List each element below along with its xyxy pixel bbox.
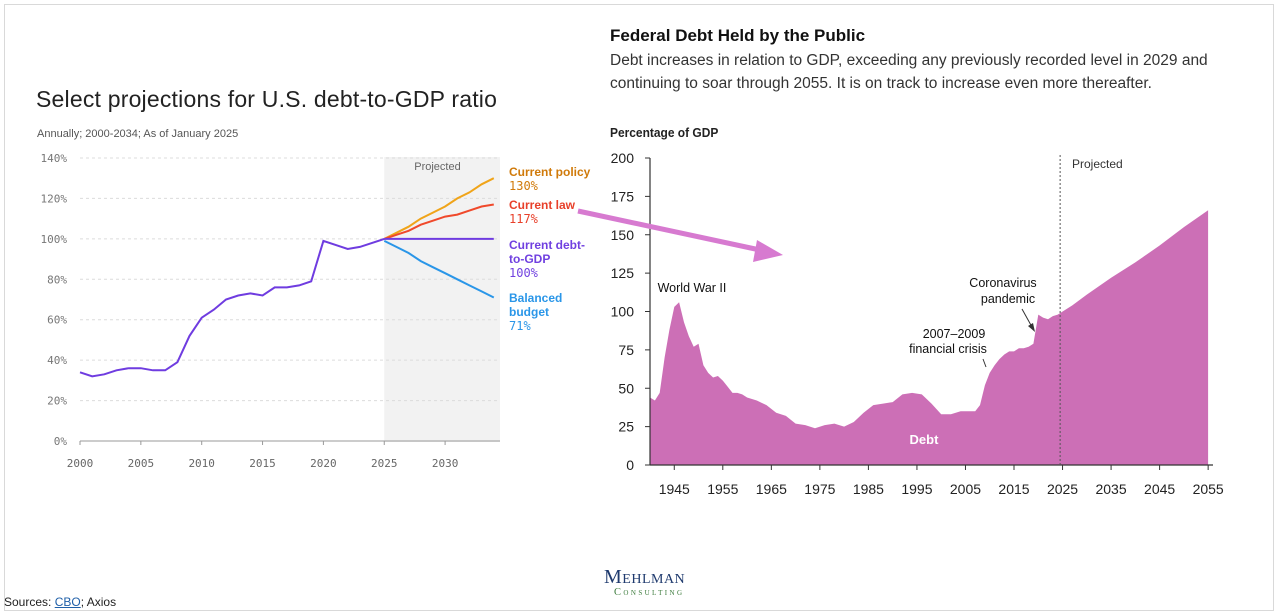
annotation-ww2: World War II (658, 281, 727, 295)
projected-label: Projected (414, 161, 460, 173)
series-line-current-law (383, 203, 494, 240)
left-x-tick-label: 2010 (188, 457, 215, 470)
right-x-tick-label: 2045 (1144, 481, 1175, 497)
right-chart-subtitle: Debt increases in relation to GDP, excee… (610, 52, 1208, 92)
left-y-tick-label: 20% (47, 395, 67, 408)
left-x-tick-label: 2000 (67, 457, 94, 470)
series-value-label: 130% (509, 179, 539, 193)
annotation-covid-pointer-head (1028, 323, 1035, 332)
left-x-tick-label: 2025 (371, 457, 398, 470)
annotation-crisis-pointer (982, 358, 987, 368)
series-label: Current debt- (509, 238, 585, 252)
annotation-crisis: 2007–2009 (923, 327, 986, 341)
right-x-tick-label: 1945 (659, 481, 690, 497)
left-x-tick-label: 2020 (310, 457, 337, 470)
series-label: Balanced (509, 291, 562, 305)
right-x-tick-label: 2015 (998, 481, 1029, 497)
left-chart-title: Select projections for U.S. debt-to-GDP … (36, 86, 498, 112)
right-x-tick-label: 1955 (707, 481, 738, 497)
right-y-tick-label: 125 (611, 265, 635, 281)
right-x-tick-label: 2055 (1193, 481, 1224, 497)
logo-mehlman: Mehlman (604, 566, 686, 588)
debt-area (650, 210, 1209, 465)
series-line-current-policy (383, 177, 495, 240)
right-x-tick-label: 1975 (804, 481, 835, 497)
right-x-tick-label: 1995 (901, 481, 932, 497)
left-x-tick-label: 2015 (249, 457, 276, 470)
annotation-covid-pointer (1021, 308, 1033, 328)
right-projected-label: Projected (1072, 157, 1123, 171)
right-x-tick-label: 1965 (756, 481, 787, 497)
sources-suffix: ; Axios (80, 595, 117, 609)
series-label: Current policy (509, 165, 591, 179)
right-x-tick-label: 2035 (1095, 481, 1126, 497)
left-x-tick-label: 2005 (128, 457, 155, 470)
right-y-tick-label: 25 (618, 419, 634, 435)
projected-shading (384, 157, 500, 442)
right-x-tick-label: 1985 (853, 481, 884, 497)
right-y-tick-label: 200 (611, 150, 635, 166)
right-y-tick-label: 0 (626, 457, 634, 473)
left-y-tick-label: 40% (47, 354, 67, 367)
left-chart: Projected 0% 20% 40% 60% 80% 100% 120% 140% 2000 2… (41, 152, 591, 470)
logo-consulting: Consulting (614, 587, 685, 598)
annotation-covid: pandemic (981, 292, 1035, 306)
right-y-tick-label: 175 (611, 188, 635, 204)
series-line-balanced-budget (383, 240, 495, 299)
sources-line: Sources: CBO; Axios (4, 595, 116, 609)
series-value-label: 71% (509, 319, 531, 333)
series-value-label: 100% (509, 266, 539, 280)
right-chart: 0 25 50 75 100 125 150 175 200 1945 1955 1965 1975 19… (611, 150, 1224, 497)
left-y-tick-label: 80% (47, 273, 67, 286)
right-y-tick-label: 50 (618, 380, 634, 396)
left-x-tick-label: 2030 (432, 457, 459, 470)
left-y-tick-label: 60% (47, 314, 67, 327)
right-y-tick-label: 100 (611, 304, 635, 320)
sources-cbo-link[interactable]: CBO (54, 595, 81, 609)
left-y-tick-label: 140% (41, 152, 68, 165)
right-x-tick-label: 2025 (1047, 481, 1078, 497)
series-label: budget (509, 305, 549, 319)
right-y-tick-label: 75 (618, 342, 634, 358)
left-y-tick-label: 120% (41, 192, 68, 205)
series-label: to-GDP (509, 252, 550, 266)
series-value-label: 117% (509, 212, 539, 226)
right-x-tick-label: 2005 (950, 481, 981, 497)
right-chart-ylabel: Percentage of GDP (610, 125, 719, 140)
debt-series-label: Debt (910, 432, 940, 447)
annotation-covid: Coronavirus (969, 276, 1036, 290)
content-frame (4, 4, 1274, 611)
sources-prefix: Sources: (4, 595, 55, 609)
left-y-tick-label: 100% (41, 233, 68, 246)
annotation-crisis: financial crisis (909, 342, 987, 356)
series-label: Current law (509, 198, 576, 212)
left-y-tick-label: 0% (54, 435, 68, 448)
right-chart-title: Federal Debt Held by the Public (610, 26, 866, 45)
right-y-tick-label: 150 (611, 227, 635, 243)
left-chart-subtitle: Annually; 2000-2034; As of January 2025 (37, 128, 239, 140)
history-line (79, 237, 385, 378)
